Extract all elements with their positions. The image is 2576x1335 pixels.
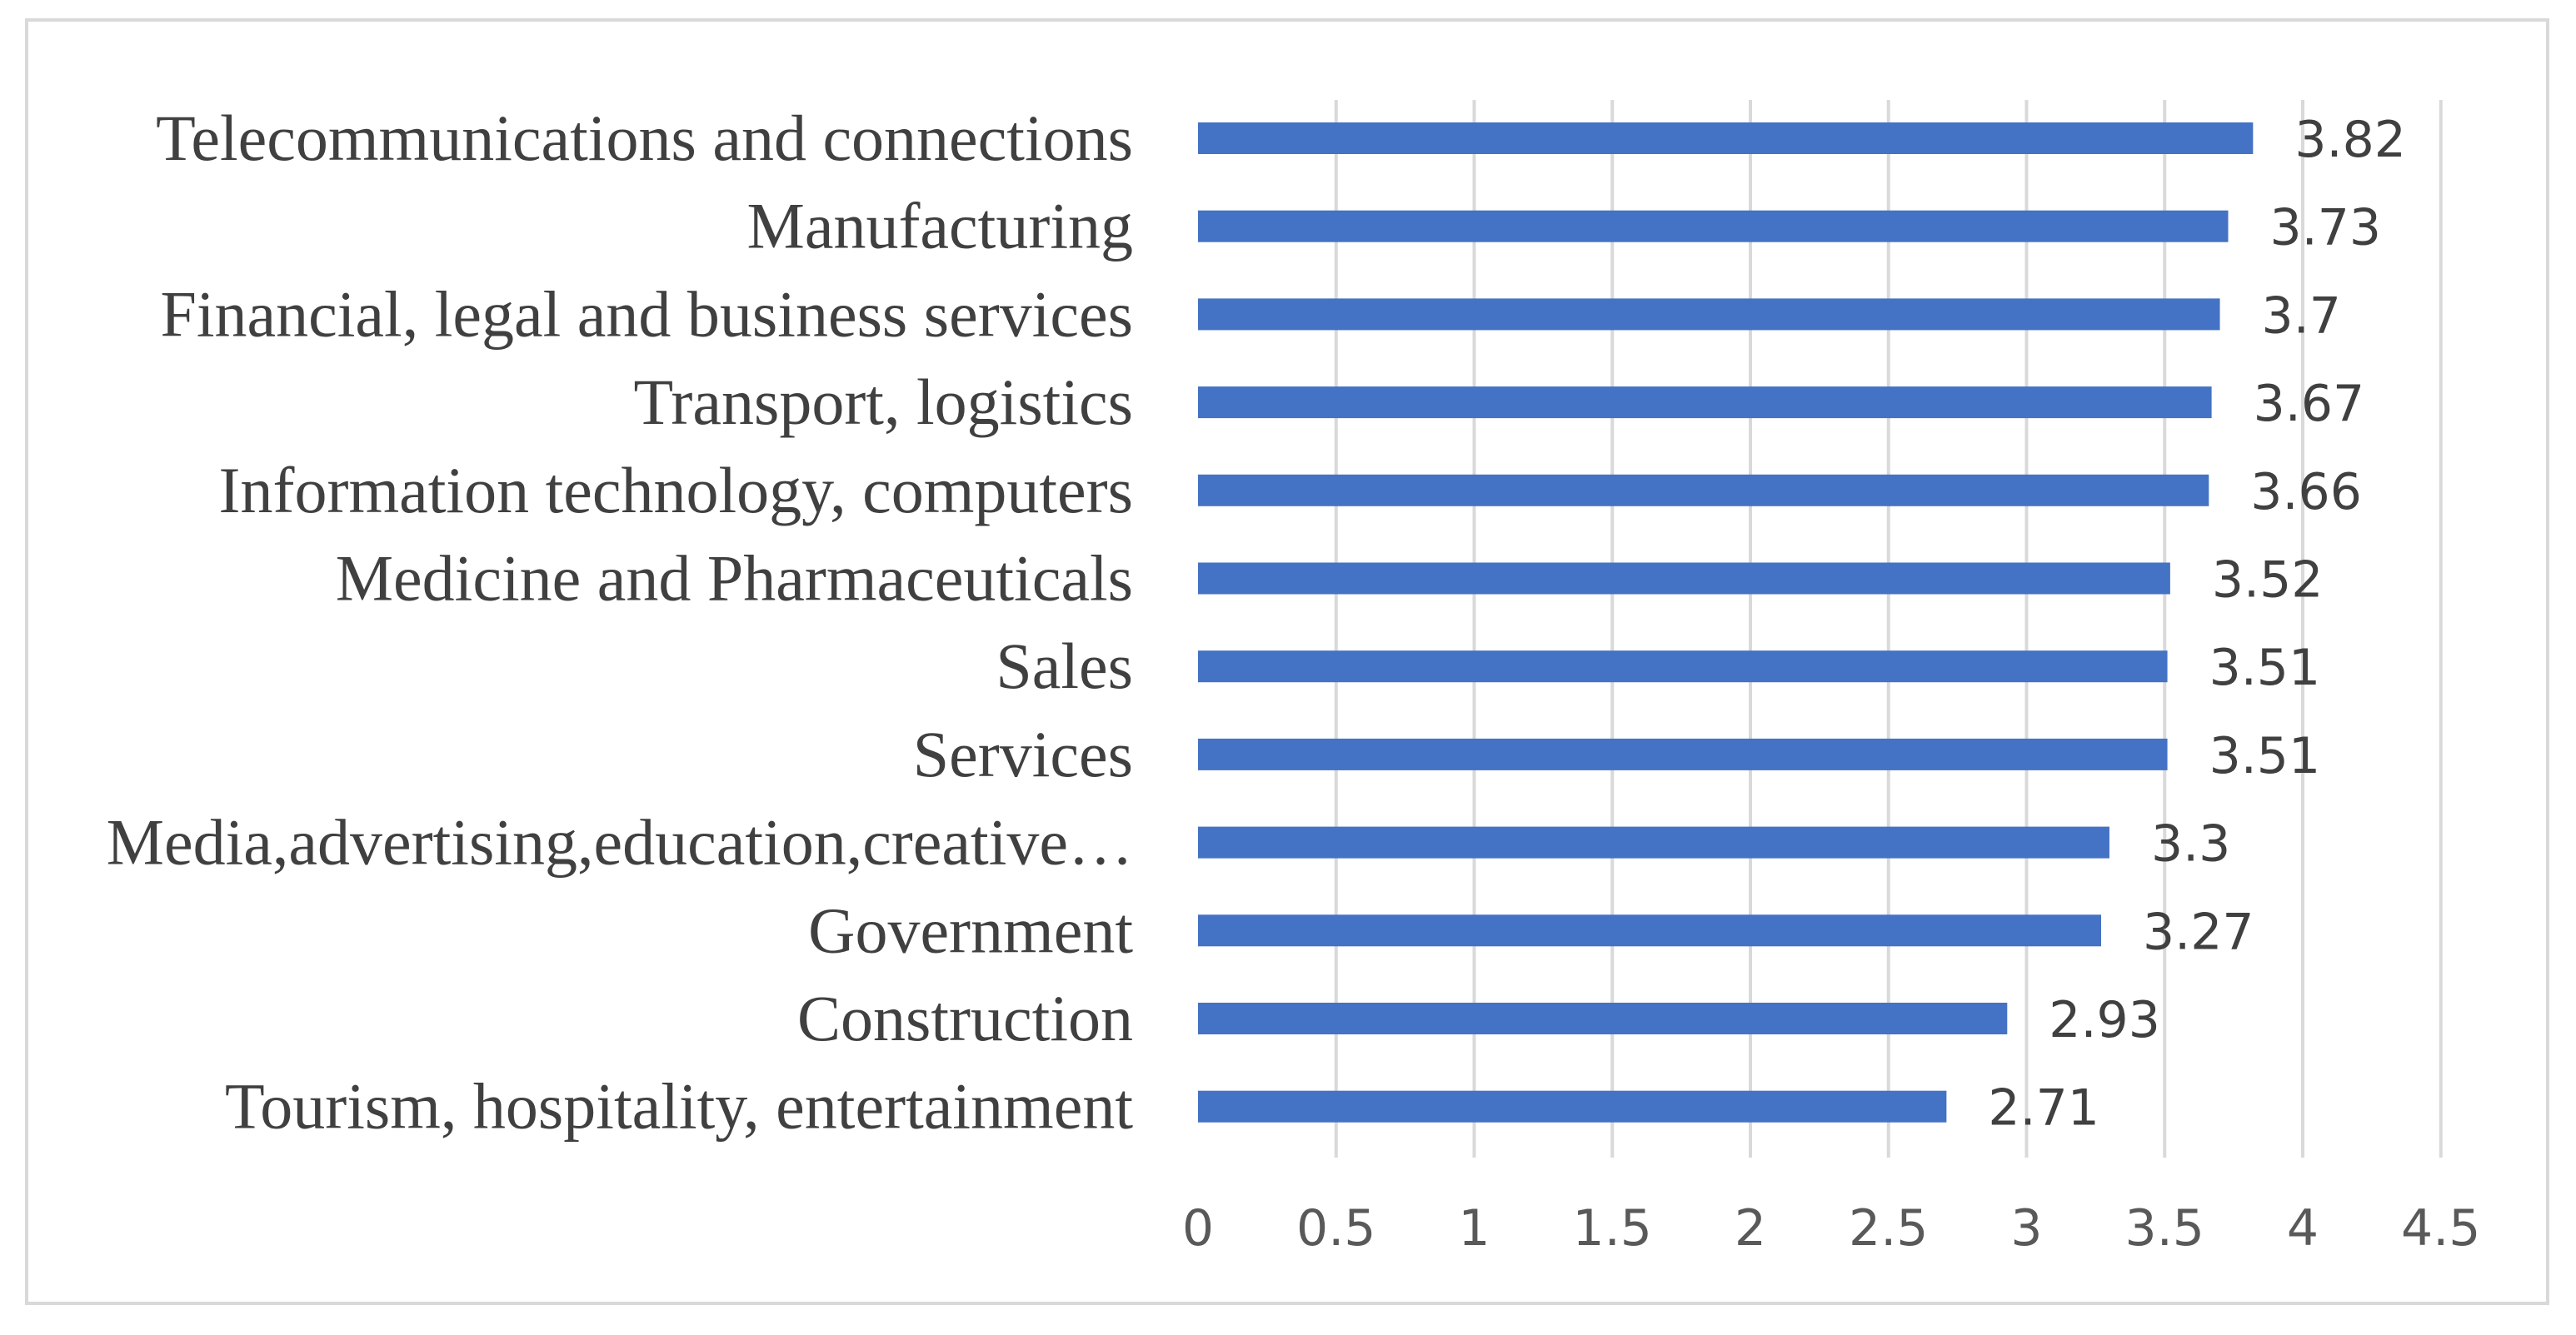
bar: [1198, 386, 2212, 419]
category-label: Media,advertising,education,creative…: [107, 806, 1133, 879]
x-tick-label: 1: [1458, 1199, 1490, 1258]
category-labels: Telecommunications and connections Manufa…: [107, 102, 1134, 1143]
bar: [1198, 738, 2168, 770]
value-labels: 3.82 3.73 3.7 3.67 3.66 3.52 3.51 3.51 3.3 3.27 2.…: [1988, 111, 2406, 1138]
data-label: 3.27: [2143, 903, 2254, 961]
x-tick-label: 3: [2010, 1199, 2042, 1258]
x-tick-label: 0.5: [1296, 1199, 1375, 1258]
data-label: 3.3: [2151, 815, 2230, 874]
data-label: 3.51: [2209, 727, 2321, 785]
data-label: 2.93: [2049, 991, 2160, 1049]
bars: [1198, 122, 2254, 1123]
bar: [1198, 122, 2254, 154]
x-tick-label: 4.5: [2401, 1199, 2480, 1258]
x-tick-label: 1.5: [1573, 1199, 1652, 1258]
category-label: Information technology, computers: [219, 454, 1133, 526]
category-label: Financial, legal and business services: [160, 277, 1133, 350]
category-label: Government: [808, 894, 1133, 966]
bar: [1198, 210, 2229, 242]
x-tick-label: 0: [1182, 1199, 1214, 1258]
bar: [1198, 826, 2109, 859]
x-tick-label: 2.5: [1849, 1199, 1928, 1258]
category-label: Telecommunications and connections: [156, 102, 1133, 174]
x-tick-label: 3.5: [2125, 1199, 2204, 1258]
x-tick-label: 4: [2287, 1199, 2319, 1258]
category-label: Tourism, hospitality, entertainment: [225, 1070, 1133, 1143]
bar: [1198, 650, 2168, 683]
category-label: Manufacturing: [746, 190, 1133, 262]
category-label: Medicine and Pharmaceuticals: [336, 542, 1133, 615]
bar: [1198, 298, 2220, 331]
data-label: 3.73: [2269, 199, 2381, 257]
bar: [1198, 1003, 2008, 1034]
category-label: Transport, logistics: [633, 366, 1133, 438]
data-label: 3.66: [2250, 463, 2362, 521]
gridlines: [1334, 100, 2443, 1158]
data-label: 3.67: [2254, 375, 2365, 433]
category-label: Sales: [996, 630, 1133, 702]
data-label: 3.52: [2212, 551, 2324, 610]
data-label: 3.7: [2262, 286, 2341, 345]
x-axis-ticks: 0 0.5 1 1.5 2 2.5 3 3.5 4 4.5: [1182, 1199, 2481, 1258]
data-label: 3.51: [2209, 639, 2321, 697]
x-tick-label: 2: [1735, 1199, 1766, 1258]
category-label: Construction: [797, 982, 1133, 1054]
data-label: 2.71: [1988, 1079, 2099, 1138]
bar: [1198, 474, 2209, 506]
data-label: 3.82: [2294, 111, 2406, 169]
category-label: Services: [913, 718, 1133, 790]
bar: [1198, 914, 2102, 947]
bar: [1198, 562, 2170, 595]
bar: [1198, 1090, 1947, 1123]
